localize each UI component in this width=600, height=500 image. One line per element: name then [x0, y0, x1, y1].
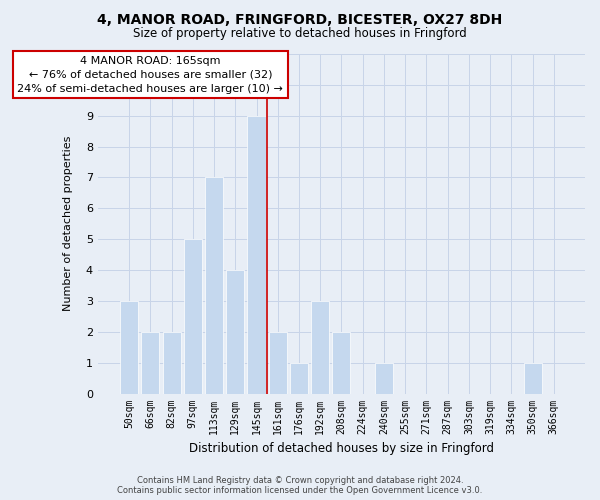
Bar: [290, 362, 308, 394]
Bar: [205, 178, 223, 394]
X-axis label: Distribution of detached houses by size in Fringford: Distribution of detached houses by size …: [189, 442, 494, 455]
Bar: [247, 116, 266, 394]
Y-axis label: Number of detached properties: Number of detached properties: [64, 136, 73, 312]
Bar: [226, 270, 244, 394]
Text: Size of property relative to detached houses in Fringford: Size of property relative to detached ho…: [133, 28, 467, 40]
Bar: [120, 301, 138, 394]
Bar: [332, 332, 350, 394]
Text: Contains HM Land Registry data © Crown copyright and database right 2024.
Contai: Contains HM Land Registry data © Crown c…: [118, 476, 482, 495]
Bar: [524, 362, 542, 394]
Text: 4, MANOR ROAD, FRINGFORD, BICESTER, OX27 8DH: 4, MANOR ROAD, FRINGFORD, BICESTER, OX27…: [97, 12, 503, 26]
Text: 4 MANOR ROAD: 165sqm
← 76% of detached houses are smaller (32)
24% of semi-detac: 4 MANOR ROAD: 165sqm ← 76% of detached h…: [17, 56, 283, 94]
Bar: [184, 239, 202, 394]
Bar: [375, 362, 393, 394]
Bar: [163, 332, 181, 394]
Bar: [311, 301, 329, 394]
Bar: [141, 332, 160, 394]
Bar: [269, 332, 287, 394]
